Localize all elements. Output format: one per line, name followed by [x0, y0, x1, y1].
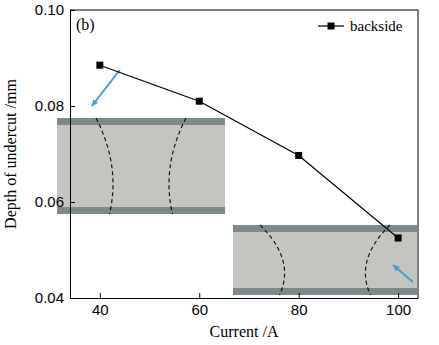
tick-mark — [299, 293, 300, 298]
inset-band — [57, 207, 225, 214]
tick-label: 60 — [191, 301, 208, 318]
inset-dash — [260, 225, 285, 295]
tick: 0.04 — [35, 289, 75, 306]
tick: 0.08 — [35, 97, 75, 114]
inset-bg — [57, 118, 225, 214]
chart: 40 60 80 100 0.04 0.06 0.08 0.10 (b) backside Curr… — [0, 0, 439, 345]
tick-label: 0.06 — [35, 193, 64, 210]
y-axis-title: Depth of undercut /mm — [2, 79, 20, 229]
inset-dash — [365, 225, 390, 295]
tick-label: 80 — [291, 301, 308, 318]
tick: 80 — [291, 293, 308, 318]
inset-band — [57, 118, 225, 125]
x-axis-title: Current /A — [210, 323, 279, 340]
inset-image — [233, 225, 417, 295]
inset-dash — [169, 118, 186, 214]
tick-mark — [199, 293, 200, 298]
tick-mark — [398, 293, 399, 298]
tick: 60 — [191, 293, 208, 318]
axis-line — [70, 11, 71, 299]
point — [295, 152, 302, 159]
arrow-head — [92, 99, 98, 106]
tick-label: 100 — [386, 301, 411, 318]
legend-label: backside — [350, 18, 403, 34]
tick: 40 — [92, 293, 109, 318]
legend: backside — [318, 18, 403, 34]
inset-bg — [233, 225, 417, 295]
tick-mark — [70, 298, 75, 299]
inset-band — [233, 288, 417, 295]
insets — [57, 70, 417, 295]
series-group — [96, 62, 401, 242]
y-axis: 0.04 0.06 0.08 0.10 — [35, 1, 75, 306]
inset-dash — [96, 118, 113, 214]
plot: 40 60 80 100 0.04 0.06 0.08 0.10 (b) backside — [35, 1, 419, 317]
annotation: (b) — [76, 16, 95, 34]
point — [395, 235, 402, 242]
tick-label: 0.10 — [35, 1, 64, 18]
point — [196, 98, 203, 105]
legend-marker — [328, 23, 335, 30]
tick: 0.10 — [35, 1, 75, 18]
series-line — [100, 65, 398, 238]
tick-label: 0.08 — [35, 97, 64, 114]
tick: 100 — [386, 293, 411, 318]
arrow — [92, 70, 120, 106]
arrow-head — [393, 265, 400, 271]
point — [96, 62, 103, 69]
tick-label: 0.04 — [35, 289, 64, 306]
tick-mark — [70, 106, 75, 107]
tick-label: 40 — [92, 301, 109, 318]
arrow — [393, 265, 413, 282]
x-axis: 40 60 80 100 — [71, 293, 419, 318]
tick-mark — [70, 202, 75, 203]
tick: 0.06 — [35, 193, 75, 210]
frame — [70, 10, 418, 298]
axis-line — [71, 298, 419, 299]
tick-mark — [100, 293, 101, 298]
inset-image — [57, 118, 225, 214]
